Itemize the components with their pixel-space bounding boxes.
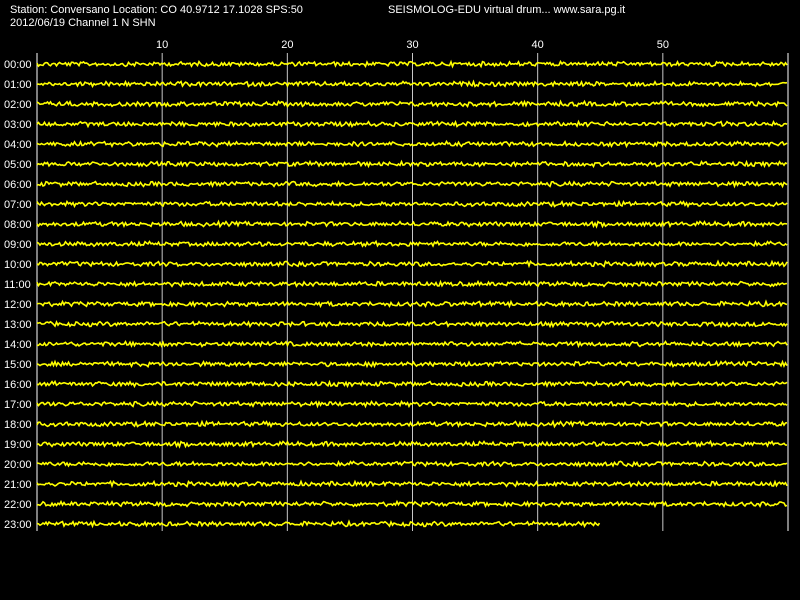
trace-line [36, 319, 788, 329]
trace-line [36, 439, 788, 449]
hour-label: 22:00 [4, 499, 32, 511]
minute-label: 30 [406, 39, 418, 51]
minute-label: 20 [281, 39, 293, 51]
hour-label: 06:00 [4, 179, 32, 191]
hour-label: 12:00 [4, 299, 32, 311]
trace-line [36, 399, 788, 409]
trace-line [36, 179, 788, 189]
trace-line [36, 379, 788, 389]
trace-line [36, 259, 788, 269]
trace-line [36, 519, 601, 529]
trace-line [36, 459, 788, 468]
trace-line [36, 79, 788, 89]
hour-label: 15:00 [4, 359, 32, 371]
minute-grid [36, 53, 789, 531]
trace-line [36, 419, 788, 429]
hour-label: 10:00 [4, 259, 32, 271]
trace-line [37, 340, 788, 349]
date-channel-info: 2012/06/19 Channel 1 N SHN [10, 17, 156, 29]
hour-label: 14:00 [4, 339, 32, 351]
hour-label: 17:00 [4, 399, 32, 411]
trace-line [36, 139, 788, 149]
hour-label: 08:00 [4, 219, 32, 231]
trace-line [36, 99, 788, 109]
hour-label: 03:00 [4, 119, 32, 131]
hour-label: 18:00 [4, 419, 32, 431]
trace-line [36, 499, 788, 509]
hour-label: 00:00 [4, 59, 32, 71]
hour-label: 01:00 [4, 79, 32, 91]
hour-label: 16:00 [4, 379, 32, 391]
trace-line [36, 299, 788, 309]
trace-line [36, 239, 788, 248]
trace-line [36, 359, 788, 369]
trace-line [36, 59, 788, 69]
hour-axis: 00:00 01:00 02:00 03:00 04:00 05:00 06:00 07:00… [4, 59, 32, 531]
hour-label: 19:00 [4, 439, 32, 451]
hour-label: 13:00 [4, 319, 32, 331]
station-info: Station: Conversano Location: CO 40.9712… [10, 4, 303, 16]
trace-line [36, 219, 788, 229]
trace-line [36, 159, 788, 169]
minute-axis: 10 20 30 40 50 [156, 39, 669, 51]
hour-label: 04:00 [4, 139, 32, 151]
trace-line [36, 479, 788, 489]
hour-label: 02:00 [4, 99, 32, 111]
hour-label: 21:00 [4, 479, 32, 491]
minute-label: 50 [657, 39, 669, 51]
trace-line [36, 199, 788, 209]
trace-line [36, 279, 788, 288]
hour-label: 23:00 [4, 519, 32, 531]
hour-label: 11:00 [4, 279, 31, 291]
minute-label: 40 [532, 39, 544, 51]
trace-lines [36, 59, 788, 529]
software-info: SEISMOLOG-EDU virtual drum... www.sara.p… [388, 4, 626, 16]
hour-label: 20:00 [4, 459, 32, 471]
hour-label: 07:00 [4, 199, 32, 211]
hour-label: 09:00 [4, 239, 32, 251]
trace-line [36, 119, 788, 129]
minute-label: 10 [156, 39, 168, 51]
hour-label: 05:00 [4, 159, 32, 171]
